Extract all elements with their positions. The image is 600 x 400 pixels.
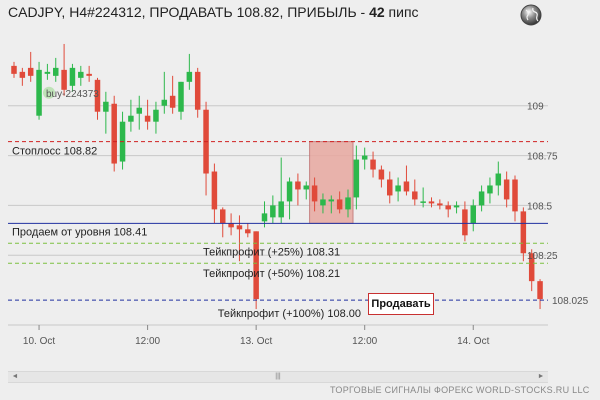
candle-body (487, 185, 493, 194)
candle-body (169, 95, 176, 108)
y-tick-label: 109 (527, 102, 544, 113)
x-tick-label: 12:00 (135, 336, 160, 347)
candle-body (236, 225, 243, 230)
x-tick-label: 14. Oct (457, 336, 489, 347)
candle-body (261, 213, 268, 222)
candle-body (228, 223, 234, 228)
candle-body (136, 107, 142, 114)
candle-body (161, 99, 168, 106)
candle-body (286, 181, 293, 202)
y-tick-label: 108.75 (527, 152, 558, 163)
candle-body (503, 179, 510, 200)
candle-body (336, 199, 343, 210)
candle-body (428, 201, 435, 204)
candle-body (11, 65, 17, 74)
order-dot-icon (43, 86, 55, 99)
title-unit: пипс (384, 4, 419, 20)
candle-body (437, 203, 443, 206)
candle-body (94, 79, 101, 112)
candle-body (403, 181, 410, 192)
x-axis: 10. Oct 12:00 13. Oct 12:00 14. Oct (23, 325, 490, 347)
scroll-right-arrow-icon[interactable]: ► (537, 373, 545, 380)
candle-body (445, 205, 451, 210)
footer-copyright: ТОРГОВЫЕ СИГНАЛЫ ФОРЕКС WORLD-STOCKS.RU … (330, 385, 590, 395)
chart-title: CADJPY, H4#224312, ПРОДАВАТЬ 108.82, ПРИ… (8, 4, 419, 20)
y-tick-label: 108.5 (527, 201, 552, 212)
candle-body (462, 209, 468, 236)
sell-button[interactable]: Продавать (368, 293, 434, 315)
level-label-tp-100: Тейкпрофит (+100%) 108.00 (218, 308, 361, 320)
y-tick-label: 108.25 (527, 251, 558, 262)
level-label-tp-25: Тейкпрофит (+25%) 108.31 (203, 246, 340, 258)
candle-body (303, 185, 309, 190)
scroll-left-arrow-icon[interactable]: ◄ (11, 373, 19, 380)
candle-body (395, 185, 401, 192)
candle-body (270, 205, 276, 218)
level-label-tp-50: Тейкпрофит (+50%) 108.21 (203, 268, 340, 280)
candle-body (361, 155, 368, 160)
candle-body (453, 205, 460, 208)
candle-body (19, 71, 26, 78)
candle-body (153, 109, 159, 122)
candle-body (311, 185, 318, 202)
x-tick-label: 10. Oct (23, 336, 55, 347)
candle-body (144, 115, 151, 122)
candle-body (69, 67, 76, 86)
candle-body (328, 199, 335, 202)
candle-body (211, 171, 218, 210)
x-tick-label: 13. Oct (240, 336, 272, 347)
grid-lines (8, 105, 548, 326)
candle-body (86, 73, 92, 76)
candle-body (520, 211, 527, 254)
globe-icon[interactable] (520, 4, 542, 26)
horizontal-scrollbar[interactable]: ◄ ||| ► (8, 371, 548, 383)
candle-body (537, 281, 543, 300)
candle-body (370, 159, 376, 170)
candle-body (245, 229, 251, 234)
scroll-thumb[interactable]: ||| (275, 373, 281, 380)
levels-layer: Стоплосс 108.82 Продаем от уровня 108.41 Т… (8, 141, 548, 320)
candle-body (194, 71, 201, 110)
candle-body (295, 181, 301, 190)
level-label-stop-loss: Стоплосс 108.82 (12, 146, 97, 158)
candle-body (61, 69, 67, 90)
candle-body (103, 101, 109, 112)
candle-body (253, 231, 259, 300)
candle-body (44, 71, 51, 74)
title-profit: 42 (369, 4, 385, 20)
candle-body (320, 199, 326, 206)
candle-body (27, 67, 34, 76)
candle-body (512, 179, 518, 212)
candle-body (278, 201, 284, 218)
candle-body (220, 209, 226, 224)
candle-body (528, 253, 535, 282)
title-main: CADJPY, H4#224312, ПРОДАВАТЬ 108.82, ПРИ… (8, 4, 370, 20)
candle-body (420, 201, 426, 203)
candle-body (53, 67, 59, 76)
candle-body (387, 179, 393, 196)
y-axis: 109 108.75 108.5 108.25 108.025 (527, 102, 589, 307)
candle-body (353, 159, 360, 198)
candle-body (36, 69, 42, 116)
candle-body (178, 81, 184, 112)
order-marker: buy-224373 (43, 86, 99, 100)
candle-body (128, 115, 134, 122)
candle-body (478, 191, 485, 206)
order-label: buy-224373 (46, 89, 99, 100)
candle-body (378, 169, 385, 180)
level-label-entry: Продаем от уровня 108.41 (12, 226, 147, 238)
candle-body (186, 71, 193, 82)
x-tick-label: 12:00 (352, 336, 377, 347)
candle-body (111, 103, 117, 164)
candle-body (78, 71, 84, 78)
candle-body (495, 173, 502, 186)
candle-body (412, 191, 418, 200)
y-tick-label: 108.025 (552, 296, 589, 307)
candle-body (345, 197, 351, 210)
candle-body (470, 205, 476, 224)
